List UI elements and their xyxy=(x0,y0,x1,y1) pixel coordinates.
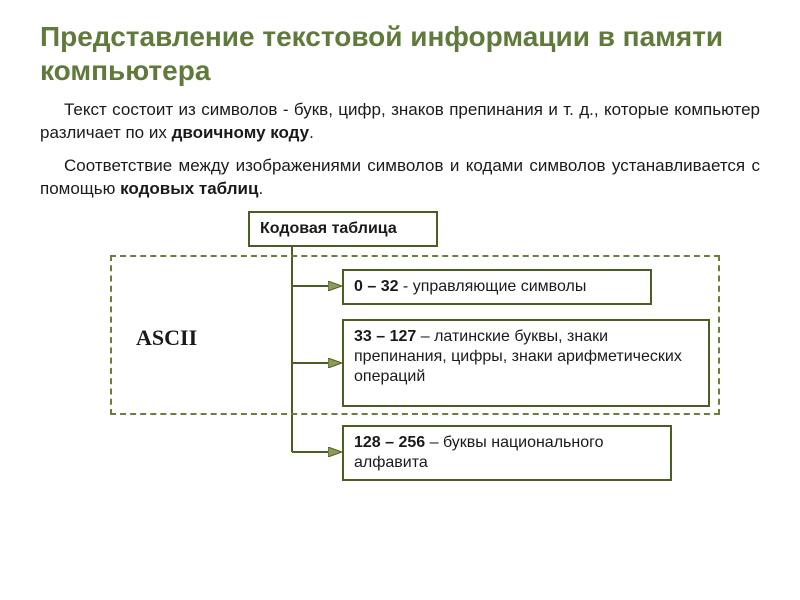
paragraph-2: Соответствие между изображениями символо… xyxy=(40,155,760,201)
ascii-label: ASCII xyxy=(136,325,197,351)
para1-text-a: Текст состоит из символов - букв, цифр, … xyxy=(40,100,760,142)
leaf1-range: 0 – 32 xyxy=(354,278,398,295)
leaf2-range: 33 – 127 xyxy=(354,328,416,345)
paragraph-1: Текст состоит из символов - букв, цифр, … xyxy=(40,99,760,145)
para2-bold: кодовых таблиц xyxy=(120,179,258,198)
para1-bold: двоичному коду xyxy=(172,123,310,142)
leaf3-range: 128 – 256 xyxy=(354,434,425,451)
leaf-node-2: 33 – 127 – латинские буквы, знаки препин… xyxy=(342,319,710,407)
para2-text-c: . xyxy=(258,179,263,198)
leaf1-rest: - управляющие символы xyxy=(398,278,586,295)
leaf-node-3: 128 – 256 – буквы национального алфавита xyxy=(342,425,672,481)
leaf-node-1: 0 – 32 - управляющие символы xyxy=(342,269,652,305)
slide-title: Представление текстовой информации в пам… xyxy=(40,20,760,87)
para1-text-c: . xyxy=(309,123,314,142)
root-node: Кодовая таблица xyxy=(248,211,438,247)
diagram: ASCII Кодовая таблица 0 – 32 - управляющ… xyxy=(40,211,760,521)
